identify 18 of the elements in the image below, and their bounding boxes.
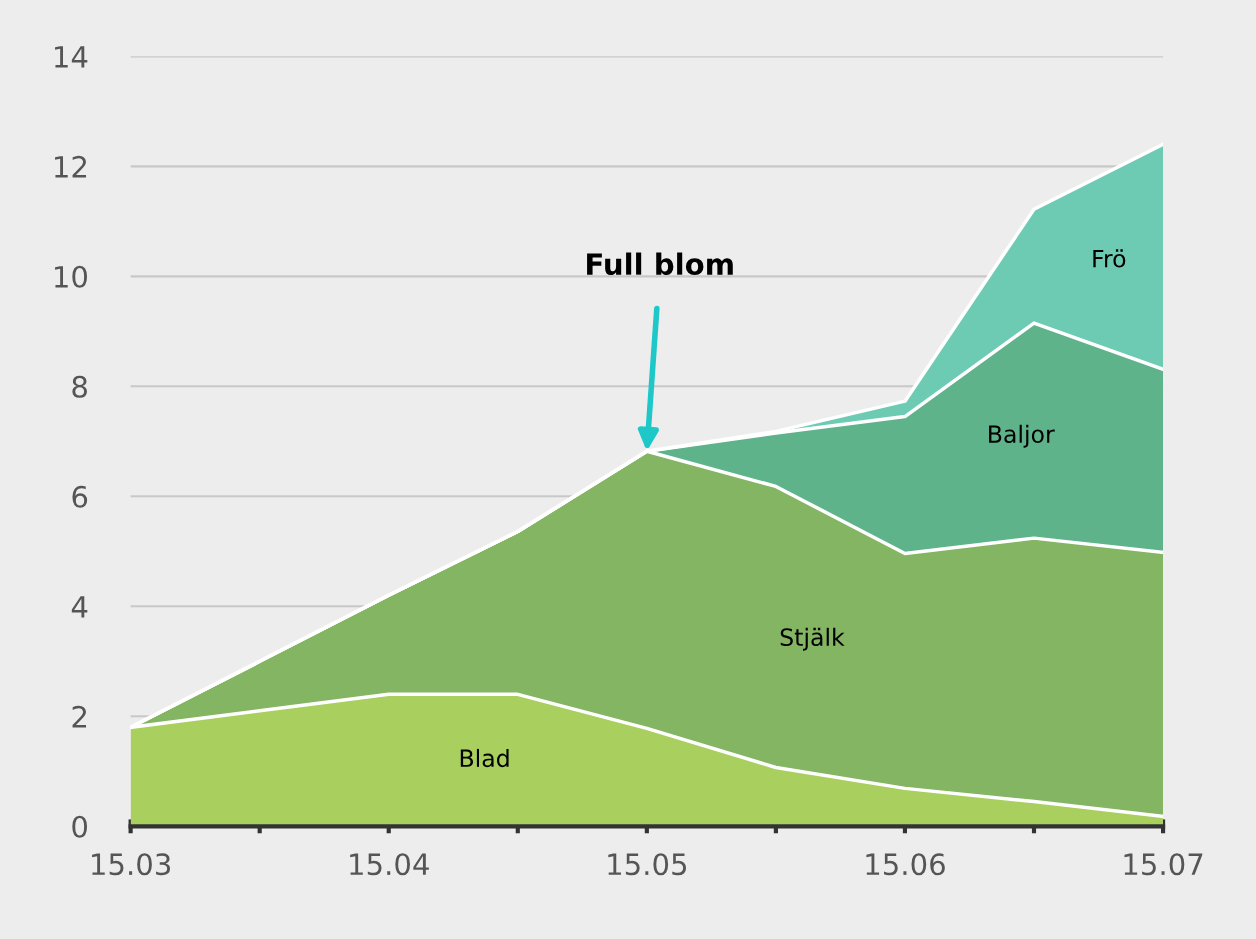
annotation: Full blom (587, 252, 733, 276)
x-tick-label: 15.03 (92, 853, 171, 876)
y-tick-label: 0 (72, 815, 88, 838)
y-tick-label: 2 (72, 705, 87, 728)
series-label: Blad (460, 748, 509, 768)
y-tick-label: 6 (72, 485, 88, 508)
x-tick-label: 15.05 (608, 853, 687, 876)
y-tick-label: 8 (72, 375, 87, 398)
x-tick-label: 15.04 (350, 853, 429, 876)
x-tick-label: 15.06 (866, 853, 945, 876)
y-tick-label: 4 (71, 596, 88, 618)
series-label: Baljor (989, 424, 1055, 448)
series-label: Frö (1093, 249, 1126, 268)
y-tick-label: 12 (55, 155, 87, 178)
y-tick-label: 14 (55, 46, 88, 68)
series-label: Stjälk (780, 627, 845, 651)
y-tick-label: 10 (55, 265, 88, 288)
x-tick-label: 15.07 (1124, 853, 1203, 876)
